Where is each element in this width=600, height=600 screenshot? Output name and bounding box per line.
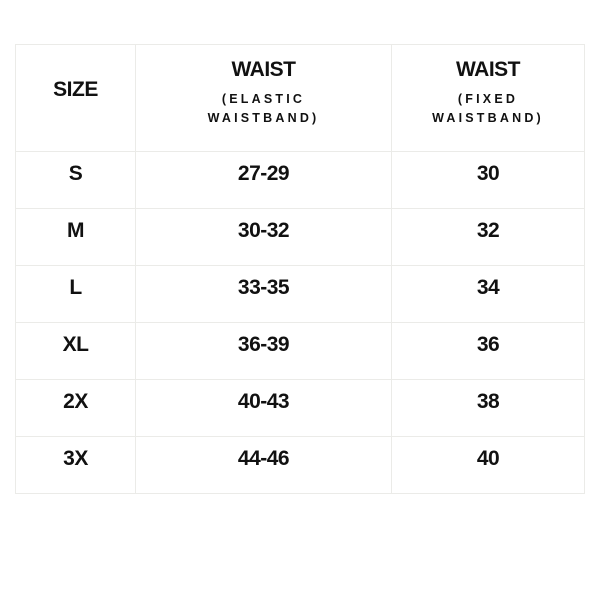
table-row: 2X 40-43 38	[15, 379, 585, 437]
elastic-waist-cell: 30-32	[135, 208, 392, 266]
fixed-waist-cell: 40	[391, 436, 585, 494]
table-row: L 33-35 34	[15, 265, 585, 323]
header-waist-elastic: WAIST (ELASTIC WAISTBAND)	[135, 44, 392, 152]
fixed-waist-cell: 34	[391, 265, 585, 323]
size-cell: M	[15, 208, 136, 266]
size-cell: 2X	[15, 379, 136, 437]
table-row: M 30-32 32	[15, 208, 585, 266]
fixed-waist-cell: 38	[391, 379, 585, 437]
elastic-waist-cell: 36-39	[135, 322, 392, 380]
header-size: SIZE	[15, 44, 136, 152]
size-cell: XL	[15, 322, 136, 380]
fixed-waist-cell: 32	[391, 208, 585, 266]
fixed-waist-cell: 36	[391, 322, 585, 380]
header-subtitle: (ELASTIC WAISTBAND)	[207, 92, 320, 125]
header-title: WAIST	[231, 58, 297, 81]
header-waist-fixed: WAIST (FIXED WAISTBAND)	[391, 44, 585, 152]
size-cell: 3X	[15, 436, 136, 494]
size-chart-table: SIZE WAIST (ELASTIC WAISTBAND) WAIST (FI…	[15, 44, 585, 494]
elastic-waist-cell: 44-46	[135, 436, 392, 494]
elastic-waist-cell: 33-35	[135, 265, 392, 323]
table-row: 3X 44-46 40	[15, 436, 585, 494]
elastic-waist-cell: 27-29	[135, 151, 392, 209]
elastic-waist-cell: 40-43	[135, 379, 392, 437]
size-cell: S	[15, 151, 136, 209]
table-row: S 27-29 30	[15, 151, 585, 209]
header-title: WAIST	[456, 58, 521, 81]
size-cell: L	[15, 265, 136, 323]
header-subtitle: (FIXED WAISTBAND)	[432, 92, 544, 125]
table-row: XL 36-39 36	[15, 322, 585, 380]
fixed-waist-cell: 30	[391, 151, 585, 209]
header-row: SIZE WAIST (ELASTIC WAISTBAND) WAIST (FI…	[15, 44, 585, 152]
